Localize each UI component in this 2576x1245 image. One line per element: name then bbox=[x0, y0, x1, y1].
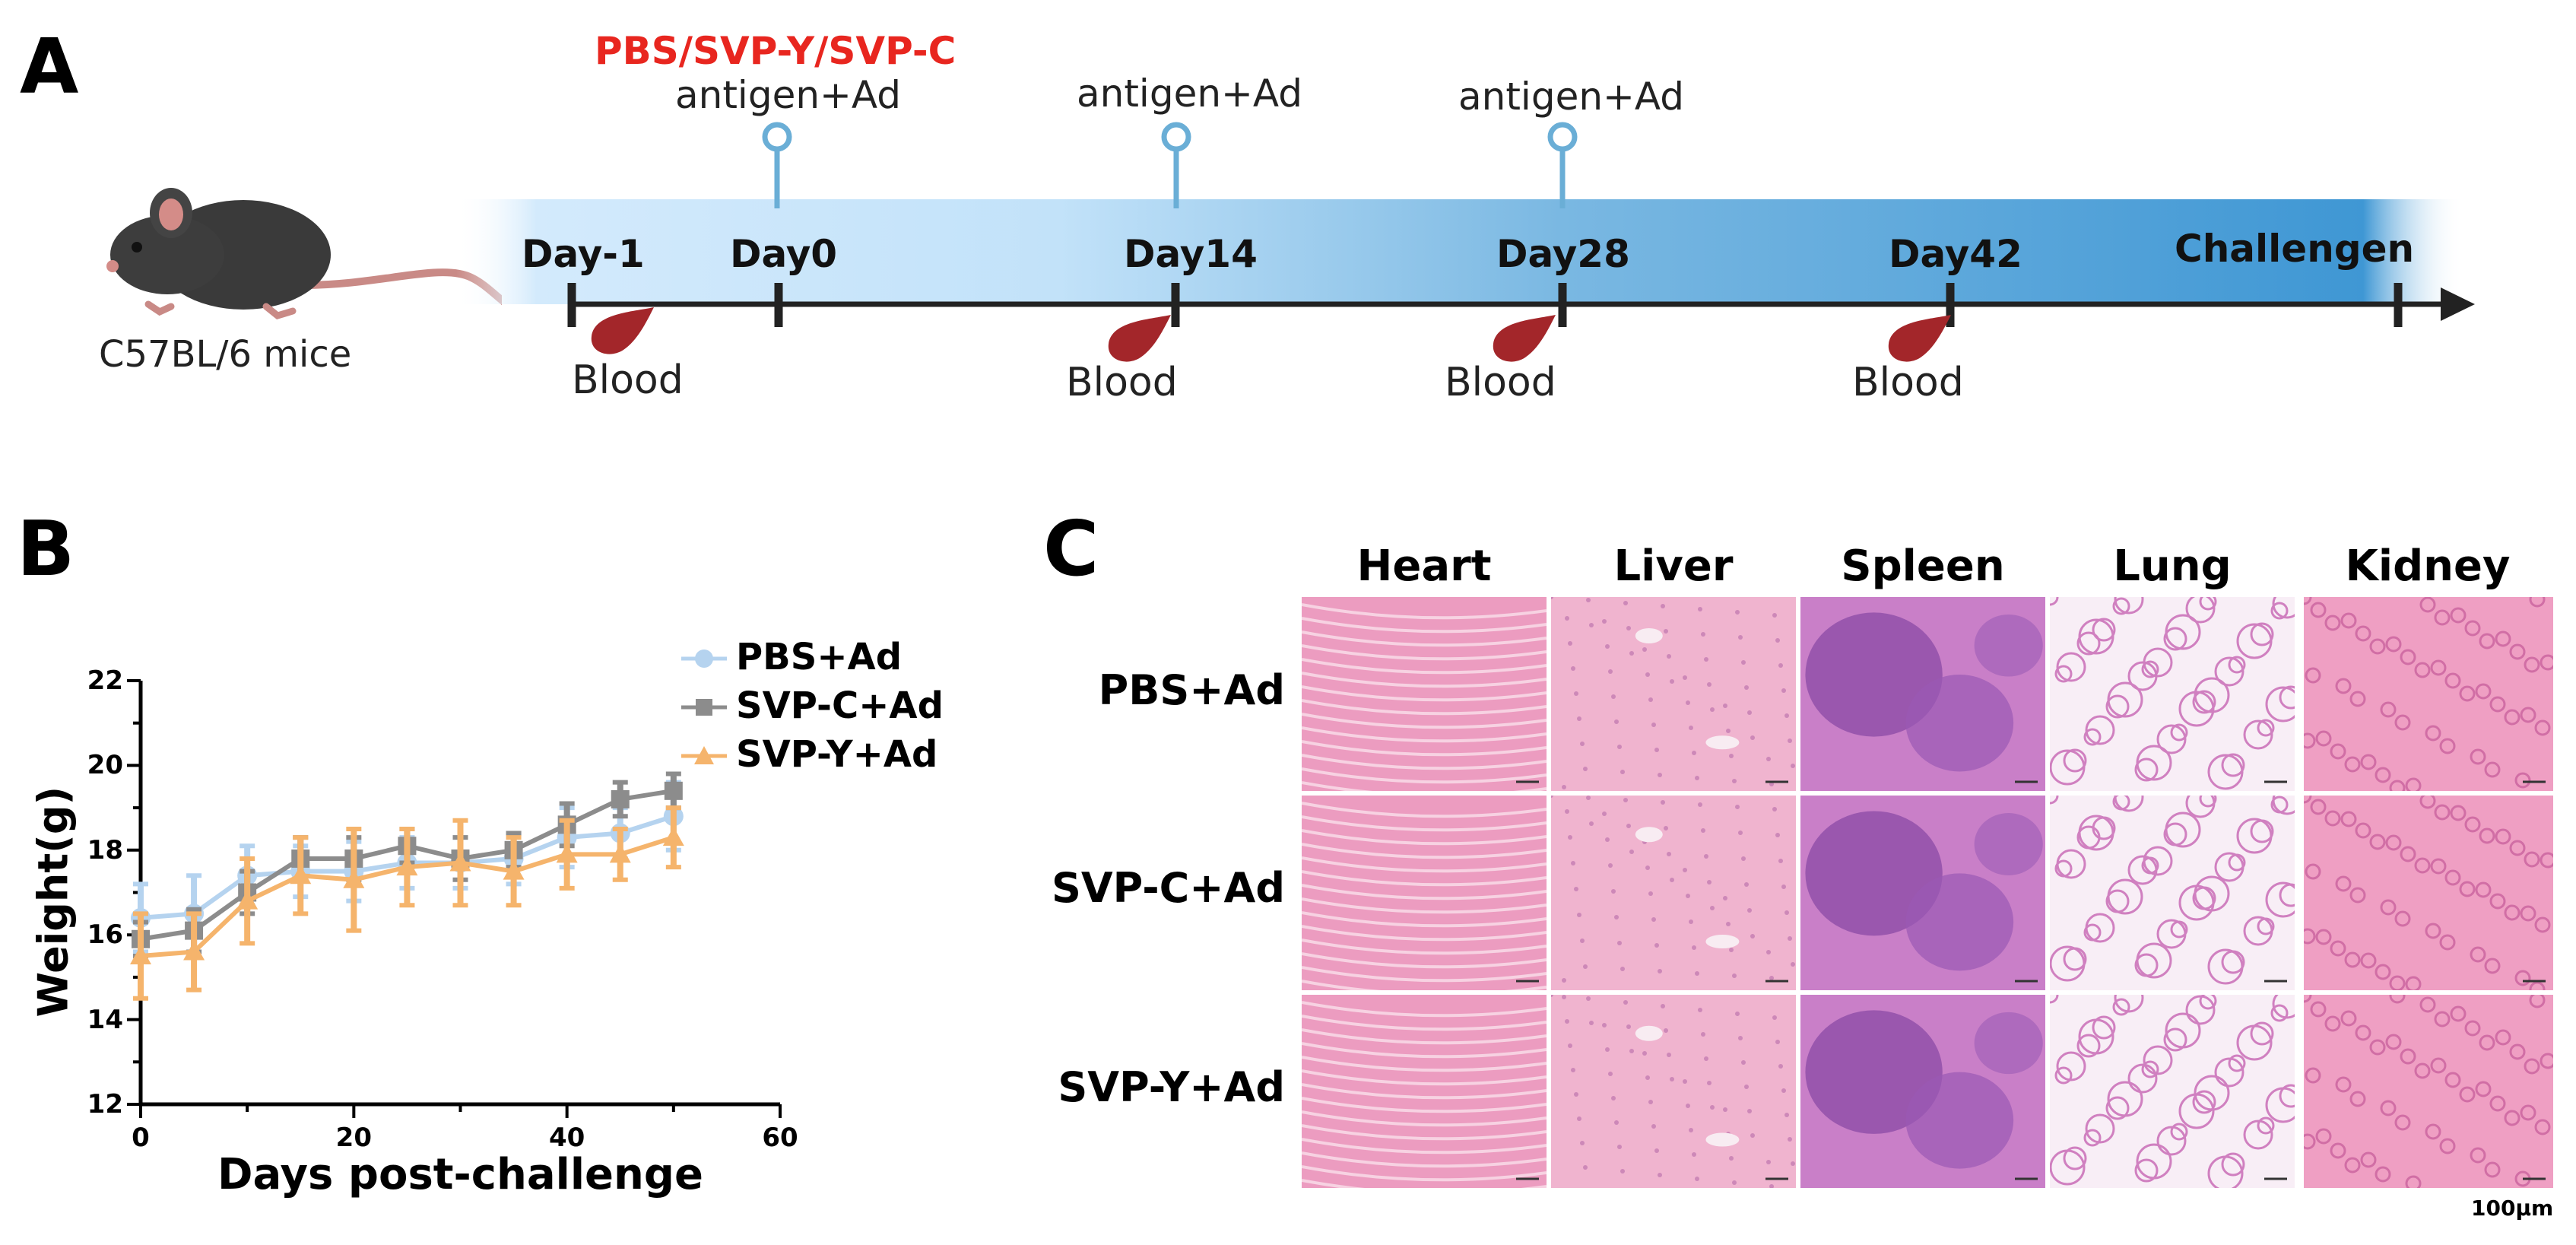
data-point bbox=[609, 843, 631, 863]
x-tick-label: 20 bbox=[335, 1123, 372, 1153]
blood-drop-icon bbox=[1108, 315, 1171, 362]
data-point bbox=[556, 843, 578, 863]
histology-image-kidney bbox=[2304, 796, 2553, 990]
weight-line-chart bbox=[127, 679, 782, 1118]
y-tick-label: 12 bbox=[87, 1089, 123, 1120]
day-label: Day-1 bbox=[522, 232, 645, 276]
legend-label: SVP-Y+Ad bbox=[736, 733, 938, 776]
organ-title-heart: Heart bbox=[1356, 542, 1492, 591]
timeline-axis bbox=[567, 283, 2475, 327]
group-label: PBS+Ad bbox=[1098, 666, 1285, 714]
histology-image-spleen bbox=[1800, 597, 2045, 791]
x-axis-label: Days post-challenge bbox=[217, 1150, 703, 1199]
histology-image-kidney bbox=[2304, 597, 2553, 791]
histology-image-liver bbox=[1551, 597, 1796, 791]
treatment-label: PBS/SVP-Y/SVP-C bbox=[595, 29, 956, 73]
blood-label: Blood bbox=[572, 357, 684, 403]
histology-image-spleen bbox=[1800, 995, 2045, 1188]
group-label: SVP-Y+Ad bbox=[1058, 1063, 1285, 1111]
day-label: Challengen bbox=[2175, 227, 2415, 271]
data-point bbox=[662, 827, 684, 846]
histology-image-kidney bbox=[2304, 995, 2553, 1188]
legend-marker-square bbox=[681, 699, 727, 716]
blood-label: Blood bbox=[1445, 360, 1556, 405]
scale-bar-label: 100μm bbox=[2471, 1196, 2554, 1221]
x-tick-label: 40 bbox=[548, 1123, 585, 1153]
panel-label-b: B bbox=[17, 504, 75, 593]
histology-image-lung bbox=[2050, 597, 2295, 791]
series-SVP-Y+Ad bbox=[130, 805, 684, 1001]
organ-title-kidney: Kidney bbox=[2345, 542, 2511, 591]
organ-title-liver: Liver bbox=[1613, 542, 1734, 591]
blood-drop-icon bbox=[1493, 315, 1556, 362]
data-point bbox=[183, 941, 205, 961]
mouse-illustration bbox=[106, 188, 502, 319]
y-tick-label: 16 bbox=[87, 919, 123, 951]
y-tick-label: 22 bbox=[87, 665, 123, 696]
histology-image-liver bbox=[1551, 796, 1796, 990]
data-point bbox=[343, 869, 365, 888]
legend-label: PBS+Ad bbox=[736, 636, 903, 678]
histology-image-heart bbox=[1302, 597, 1547, 791]
legend-marker-triangle bbox=[681, 746, 727, 764]
data-point bbox=[503, 860, 525, 880]
timeline-band bbox=[456, 199, 2463, 304]
y-tick-label: 14 bbox=[87, 1004, 123, 1035]
histology-image-spleen bbox=[1800, 796, 2045, 990]
data-point bbox=[290, 865, 312, 885]
day-label: Day42 bbox=[1889, 232, 2022, 276]
group-label: SVP-C+Ad bbox=[1051, 864, 1285, 912]
histology-image-liver bbox=[1551, 995, 1796, 1188]
blood-drop-icon bbox=[591, 307, 654, 354]
data-point bbox=[611, 789, 630, 808]
legend-marker-circle bbox=[681, 649, 727, 668]
mouse-label: C57BL/6 mice bbox=[99, 333, 352, 376]
data-point bbox=[236, 890, 259, 910]
histology-image-lung bbox=[2050, 796, 2295, 990]
data-point bbox=[130, 945, 151, 965]
antigen-label: antigen+Ad bbox=[1077, 71, 1302, 116]
organ-title-lung: Lung bbox=[2113, 542, 2232, 591]
legend-label: SVP-C+Ad bbox=[736, 684, 944, 727]
antigen-label: antigen+Ad bbox=[1458, 75, 1684, 119]
histology-image-heart bbox=[1302, 796, 1547, 990]
injection-pin-icon bbox=[762, 122, 792, 208]
organ-title-spleen: Spleen bbox=[1841, 542, 2005, 591]
blood-label: Blood bbox=[1852, 360, 1964, 405]
y-axis-label: Weight(g) bbox=[29, 786, 78, 1018]
injection-pin-icon bbox=[1161, 122, 1191, 208]
data-point bbox=[664, 781, 683, 800]
panel-label-a: A bbox=[20, 22, 79, 111]
y-tick-label: 18 bbox=[87, 834, 123, 865]
day-label: Day0 bbox=[730, 232, 838, 276]
x-tick-label: 60 bbox=[762, 1123, 798, 1153]
histology-image-heart bbox=[1302, 995, 1547, 1188]
injection-pin-icon bbox=[1547, 122, 1578, 208]
y-tick-label: 20 bbox=[87, 750, 123, 781]
histology-image-lung bbox=[2050, 995, 2295, 1188]
blood-drop-icon bbox=[1888, 315, 1951, 362]
data-point bbox=[396, 856, 418, 876]
x-tick-label: 0 bbox=[132, 1123, 150, 1153]
antigen-label: antigen+Ad bbox=[675, 73, 901, 117]
data-point bbox=[449, 852, 471, 872]
chart-legend: PBS+Ad SVP-C+Ad SVP-Y+Ad bbox=[681, 636, 1001, 788]
day-label: Day28 bbox=[1496, 232, 1630, 276]
blood-label: Blood bbox=[1066, 360, 1178, 405]
panel-label-c: C bbox=[1043, 504, 1099, 593]
day-label: Day14 bbox=[1124, 232, 1258, 276]
